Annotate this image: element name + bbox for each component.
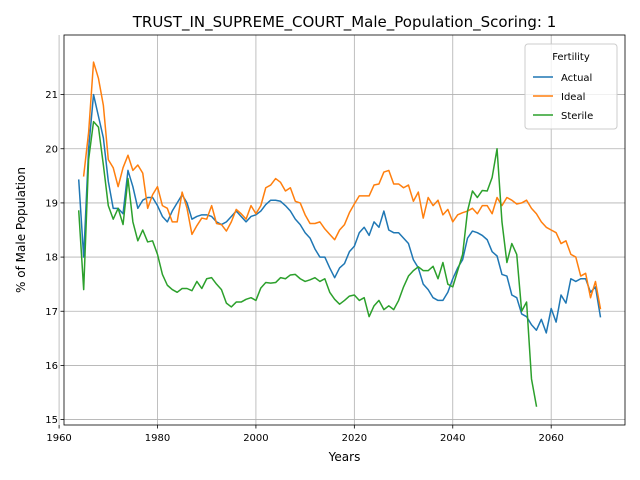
x-tick-label: 1980 (145, 433, 170, 444)
y-axis-label: % of Male Population (14, 167, 28, 293)
series-line-ideal (82, 61, 602, 310)
legend-box (524, 43, 618, 130)
y-tick-label: 18 (45, 253, 58, 264)
y-tick-label: 19 (45, 198, 58, 209)
legend-label-sterile: Sterile (561, 111, 593, 122)
legend-title: Fertility (552, 52, 590, 63)
y-tick-label: 15 (45, 415, 58, 426)
series-layer (77, 61, 602, 407)
x-axis-label: Years (328, 450, 361, 464)
x-tick-label: 2020 (342, 433, 367, 444)
x-tick-label: 2060 (538, 433, 563, 444)
x-tick-label: 2040 (440, 433, 465, 444)
y-tick-label: 16 (45, 361, 58, 372)
grid-lines (58, 35, 625, 425)
series-line-sterile (77, 120, 538, 407)
y-tick-label: 20 (45, 144, 58, 155)
x-tick-label: 2000 (243, 433, 268, 444)
y-tick-label: 21 (45, 90, 58, 101)
chart-title: TRUST_IN_SUPREME_COURT_Male_Population_S… (132, 13, 557, 32)
x-tick-label: 1960 (46, 433, 71, 444)
y-axis-ticks: 15 16 17 18 19 20 21 (45, 90, 64, 426)
plot-frame (63, 34, 626, 426)
y-tick-label: 17 (45, 307, 58, 318)
legend-label-actual: Actual (561, 73, 592, 84)
legend-label-ideal: Ideal (561, 92, 585, 103)
series-line-actual (77, 93, 602, 334)
legend: Fertility Actual Ideal Sterile (524, 43, 618, 130)
x-axis-ticks: 1960 1980 2000 2020 2040 2060 (46, 425, 564, 444)
